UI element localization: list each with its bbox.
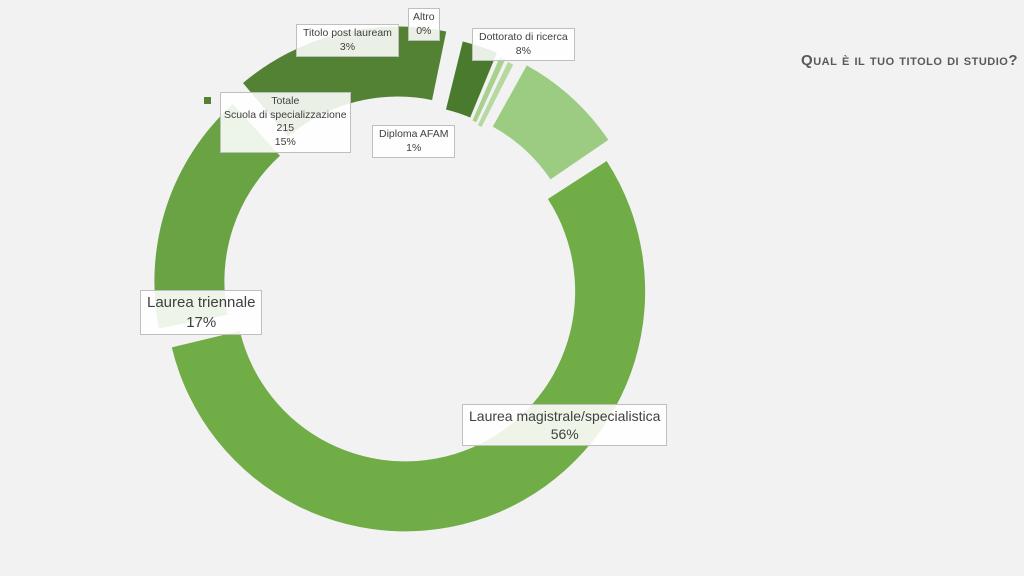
label-laurea-triennale-pct: 17% [186,313,217,331]
label-altro: Altro 0% [408,8,440,42]
slice-dottorato [492,65,609,180]
label-laurea-magistrale-name: Laurea magistrale/specialistica [469,408,661,424]
slice-altro [472,56,506,123]
label-dottorato-pct: 8% [515,44,531,57]
legend-marker [204,97,211,104]
chart-title: Qual è il tuo titolo di studio? [801,52,1018,69]
label-post-lauream-pct: 3% [339,40,356,53]
slice-laurea-triennale [154,103,280,329]
slice-laurea-magistrale [171,160,646,532]
label-scuola-name: Scuola di specializzazione [224,108,347,121]
label-scuola-pct: 15% [274,135,296,148]
label-scuola-count: 215 [276,122,295,135]
slice-diploma-afam [477,61,514,128]
label-scuola-series: Totale [271,95,300,107]
label-diploma-afam: Diploma AFAM 1% [372,125,456,159]
label-dottorato-name: Dottorato di ricerca [479,31,568,43]
label-laurea-magistrale-pct: 56% [550,426,579,443]
label-afam-name: Diploma AFAM [379,128,449,140]
label-dottorato: Dottorato di ricerca 8% [472,28,575,62]
label-laurea-magistrale: Laurea magistrale/specialistica 56% [462,404,668,447]
label-scuola-specializzazione: Totale Scuola di specializzazione 215 15… [220,92,351,153]
label-afam-pct: 1% [406,141,422,154]
label-post-lauream: Titolo post lauream 3% [296,24,399,58]
label-altro-name: Altro [413,11,435,23]
label-laurea-triennale: Laurea triennale 17% [140,290,263,335]
label-laurea-triennale-name: Laurea triennale [147,294,256,311]
label-post-lauream-name: Titolo post lauream [303,27,392,39]
label-altro-pct: 0% [416,24,432,37]
